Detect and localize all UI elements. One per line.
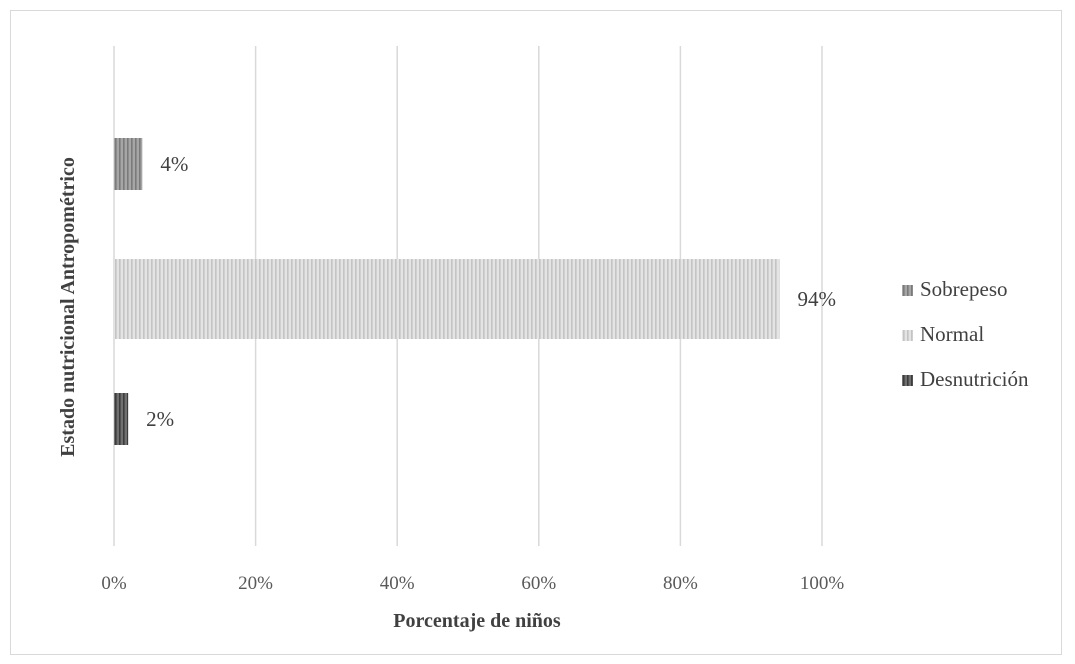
bar-normal — [114, 259, 780, 339]
x-tick-label: 0% — [101, 573, 127, 594]
bar-desnutricin — [114, 393, 129, 445]
y-axis-title: Estado nutricional Antropométrico — [57, 157, 79, 457]
x-tick-label: 80% — [663, 573, 698, 594]
bars — [114, 138, 780, 445]
legend-swatch — [902, 285, 913, 296]
x-axis-ticks: 0% 20% 40% 60% 80% 100% — [101, 573, 844, 594]
data-label: 94% — [798, 287, 837, 311]
legend-item-label: Sobrepeso — [920, 277, 1008, 301]
data-label: 2% — [146, 407, 174, 431]
bar-sobrepeso — [114, 138, 143, 190]
legend-item-label: Normal — [920, 322, 984, 346]
legend-swatch — [902, 375, 913, 386]
x-tick-label: 40% — [380, 573, 415, 594]
legend: Sobrepeso Normal Desnutrición — [902, 277, 1029, 391]
x-tick-label: 100% — [800, 573, 845, 594]
x-tick-label: 60% — [521, 573, 556, 594]
x-axis-title: Porcentaje de niños — [393, 610, 561, 632]
bar-chart: 2% 94% 4% 0% 20% 40% 60% 80% 100% Porcentaje de… — [57, 46, 1029, 632]
x-tick-label: 20% — [238, 573, 273, 594]
data-labels: 2% 94% 4% — [146, 152, 836, 431]
chart-frame: 2% 94% 4% 0% 20% 40% 60% 80% 100% Porcentaje de… — [10, 10, 1062, 655]
legend-item-label: Desnutrición — [920, 367, 1029, 391]
data-label: 4% — [160, 152, 188, 176]
legend-swatch — [902, 330, 913, 341]
